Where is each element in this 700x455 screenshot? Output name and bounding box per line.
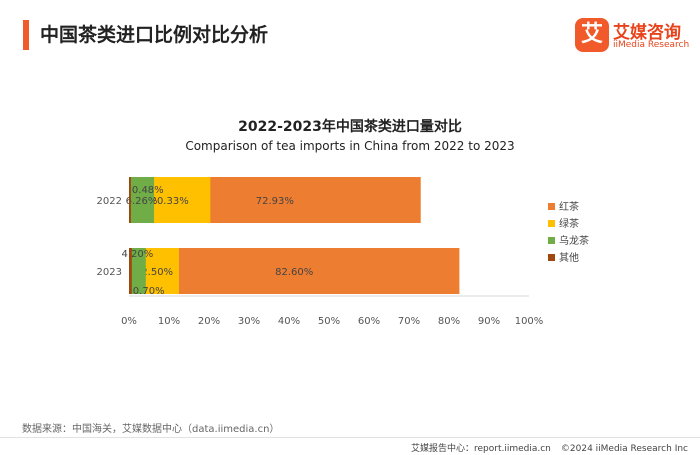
x-tick-label: 90% xyxy=(478,316,500,327)
bar-segment xyxy=(129,177,131,223)
x-tick-label: 20% xyxy=(198,316,220,327)
data-label: 4.20% xyxy=(122,249,154,260)
x-tick-label: 60% xyxy=(358,316,380,327)
logo-mark-icon: 艾 xyxy=(575,18,609,52)
data-label: 20.33% xyxy=(151,196,189,207)
title-accent-bar xyxy=(23,20,29,50)
logo-name: 艾媒咨询 xyxy=(613,23,681,43)
data-label: 6.26% xyxy=(126,196,158,207)
data-source: 数据来源：中国海关，艾媒数据中心（data.iimedia.cn） xyxy=(22,424,280,435)
copyright: ©2024 iiMedia Research Inc xyxy=(560,444,688,454)
legend-swatch xyxy=(548,237,555,244)
legend-swatch xyxy=(548,203,555,210)
page-title: 中国茶类进口比例对比分析 xyxy=(40,24,269,46)
footer: 艾媒报告中心：report.iimedia.cn ©2024 iiMedia Re… xyxy=(411,441,688,454)
legend-swatch xyxy=(548,220,555,227)
y-category-label: 2022 xyxy=(97,196,122,207)
data-label: 82.60% xyxy=(275,267,313,278)
y-category-label: 2023 xyxy=(97,267,122,278)
x-tick-label: 70% xyxy=(398,316,420,327)
bar-segment xyxy=(129,248,146,294)
legend-label: 红茶 xyxy=(559,200,579,213)
x-tick-label: 10% xyxy=(158,316,180,327)
data-label: 12.50% xyxy=(135,267,173,278)
data-label: 0.48% xyxy=(132,185,164,196)
logo-english: iiMedia Research xyxy=(613,40,690,50)
chart-subtitle: Comparison of tea imports in China from … xyxy=(185,139,515,153)
legend-label: 其他 xyxy=(559,251,579,264)
x-tick-label: 30% xyxy=(238,316,260,327)
x-tick-label: 80% xyxy=(438,316,460,327)
bar-segment xyxy=(129,248,132,294)
iimedia-logo: 艾 艾媒咨询 iiMedia Research xyxy=(575,18,693,58)
x-tick-label: 50% xyxy=(318,316,340,327)
data-label: 72.93% xyxy=(256,196,294,207)
legend-label: 绿茶 xyxy=(559,217,579,230)
footer-divider xyxy=(0,437,700,438)
chart-title: 2022-2023年中国茶类进口量对比 xyxy=(238,119,462,135)
bar-segment xyxy=(129,177,155,223)
data-label: 0.70% xyxy=(133,286,165,297)
legend-swatch xyxy=(548,254,555,261)
bar-segment xyxy=(129,248,460,294)
report-center-link[interactable]: 艾媒报告中心：report.iimedia.cn xyxy=(410,444,551,454)
x-tick-label: 100% xyxy=(515,316,544,327)
x-tick-label: 40% xyxy=(278,316,300,327)
x-tick-label: 0% xyxy=(121,316,137,327)
legend-label: 乌龙茶 xyxy=(559,234,589,247)
